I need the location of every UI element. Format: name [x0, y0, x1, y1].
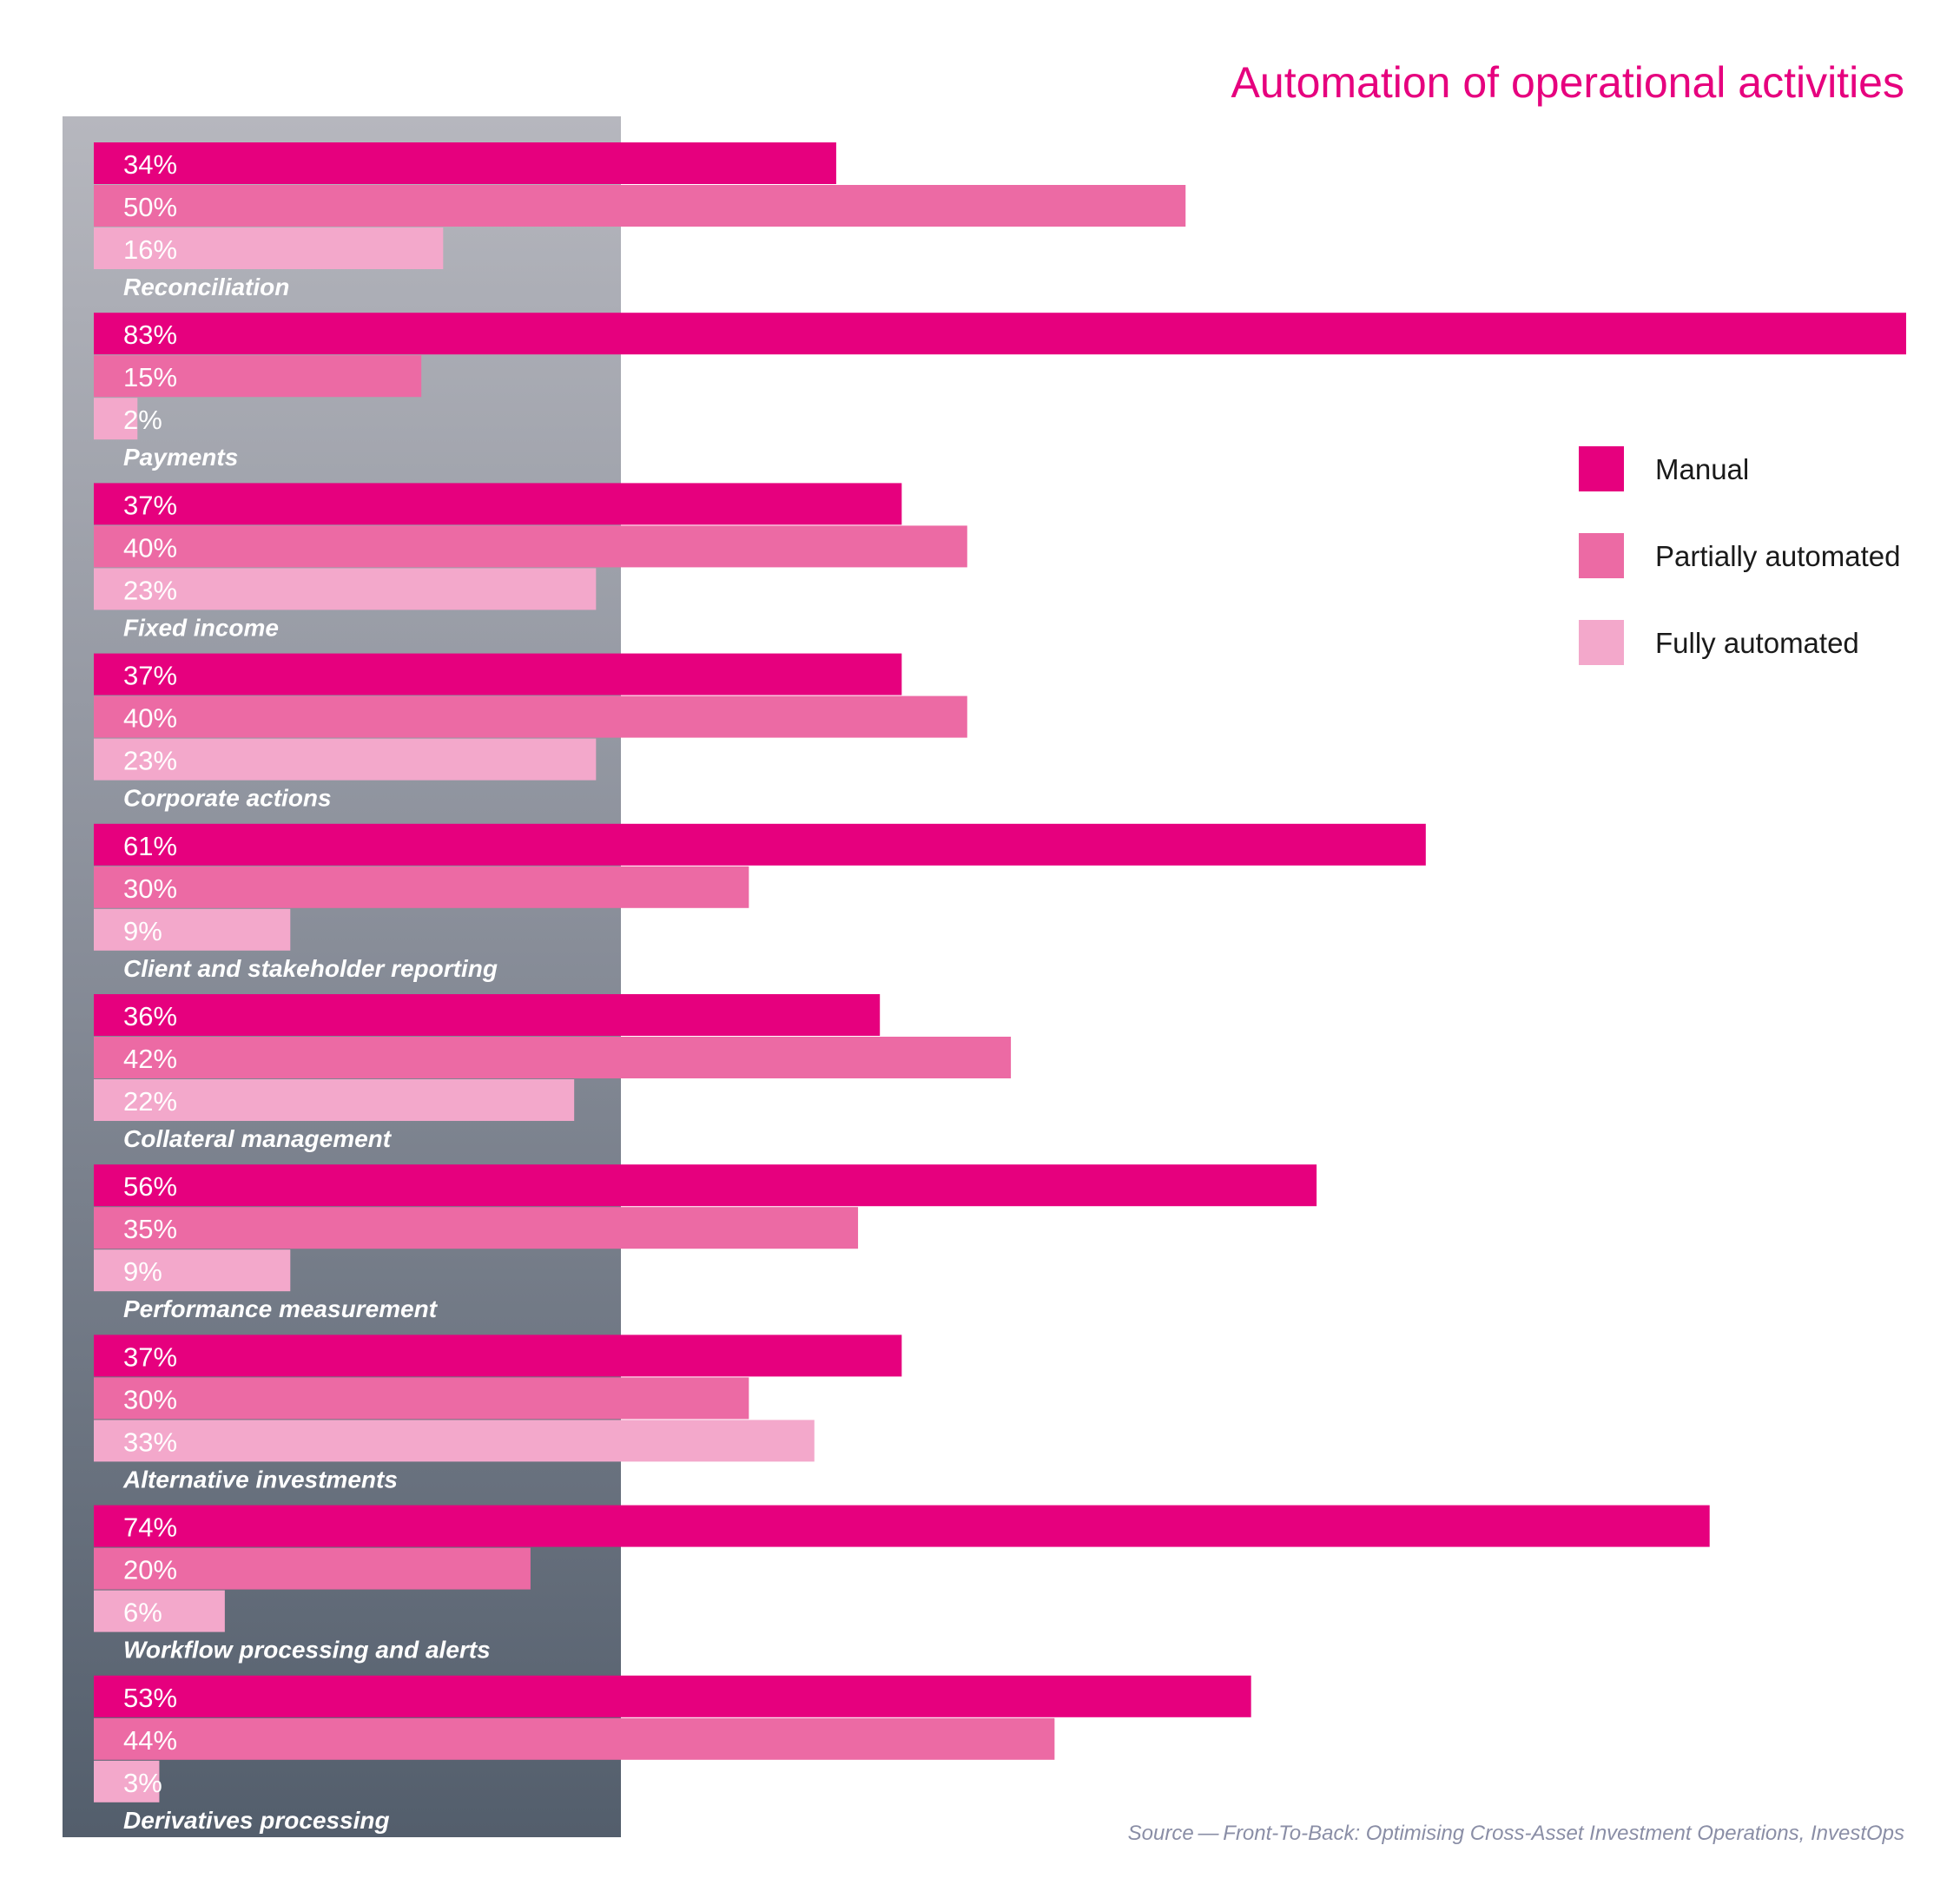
- data-label-reconciliation-fully-automated: 16%: [123, 234, 177, 265]
- data-label-derivatives-processing-fully-automated: 3%: [123, 1768, 162, 1798]
- data-label-workflow-processing-and-alerts-partially-automated: 20%: [123, 1555, 177, 1585]
- bar-fixed-income-manual: [94, 483, 902, 525]
- data-label-reconciliation-partially-automated: 50%: [123, 192, 177, 222]
- data-label-collateral-management-fully-automated: 22%: [123, 1086, 177, 1117]
- data-label-payments-manual: 83%: [123, 320, 177, 350]
- category-label-derivatives-processing: Derivatives processing: [123, 1807, 390, 1834]
- category-label-client-and-stakeholder-reporting: Client and stakeholder reporting: [123, 955, 498, 982]
- category-label-corporate-actions: Corporate actions: [123, 785, 332, 812]
- legend-label-fully-automated: Fully automated: [1655, 627, 1859, 659]
- bar-client-and-stakeholder-reporting-fully-automated: [94, 908, 291, 951]
- bar-workflow-processing-and-alerts-fully-automated: [94, 1590, 225, 1632]
- data-label-client-and-stakeholder-reporting-partially-automated: 30%: [123, 873, 177, 904]
- bar-group-payments: 83% 15% 2% Payments: [94, 313, 1906, 471]
- bar-corporate-actions-manual: [94, 653, 902, 695]
- data-label-client-and-stakeholder-reporting-fully-automated: 9%: [123, 916, 162, 946]
- data-label-collateral-management-manual: 36%: [123, 1001, 177, 1031]
- bar-group-corporate-actions: 37% 40% 23% Corporate actions: [94, 653, 967, 812]
- bar-payments-fully-automated: [94, 398, 138, 440]
- category-label-payments: Payments: [123, 444, 238, 471]
- bar-group-alternative-investments: 37% 30% 33% Alternative investments: [94, 1335, 902, 1493]
- bar-reconciliation-fully-automated: [94, 227, 444, 269]
- bar-fixed-income-partially-automated: [94, 525, 967, 568]
- bar-workflow-processing-and-alerts-manual: [94, 1505, 1710, 1547]
- bar-payments-partially-automated: [94, 355, 422, 398]
- data-label-performance-measurement-partially-automated: 35%: [123, 1214, 177, 1244]
- data-label-client-and-stakeholder-reporting-manual: 61%: [123, 831, 177, 861]
- bar-alternative-investments-fully-automated: [94, 1420, 815, 1462]
- bar-client-and-stakeholder-reporting-manual: [94, 823, 1426, 866]
- category-label-fixed-income: Fixed income: [123, 614, 279, 641]
- bar-collateral-management-manual: [94, 994, 881, 1036]
- bar-corporate-actions-fully-automated: [94, 738, 597, 781]
- bar-payments-manual: [94, 313, 1906, 355]
- bar-workflow-processing-and-alerts-partially-automated: [94, 1547, 531, 1590]
- data-label-workflow-processing-and-alerts-fully-automated: 6%: [123, 1598, 162, 1628]
- data-label-fixed-income-fully-automated: 23%: [123, 575, 177, 605]
- data-label-reconciliation-manual: 34%: [123, 149, 177, 180]
- category-label-alternative-investments: Alternative investments: [122, 1466, 398, 1493]
- data-label-fixed-income-manual: 37%: [123, 490, 177, 520]
- bar-group-collateral-management: 36% 42% 22% Collateral management: [94, 994, 1012, 1152]
- legend-swatch-fully-automated: [1579, 620, 1624, 665]
- chart-title: Automation of operational activities: [1231, 58, 1904, 107]
- bar-group-workflow-processing-and-alerts: 74% 20% 6% Workflow processing and alerts: [94, 1505, 1710, 1664]
- data-label-payments-fully-automated: 2%: [123, 405, 162, 435]
- legend-label-partially-automated: Partially automated: [1655, 540, 1901, 572]
- bar-fixed-income-fully-automated: [94, 568, 597, 610]
- legend-swatch-partially-automated: [1579, 533, 1624, 578]
- data-label-corporate-actions-fully-automated: 23%: [123, 746, 177, 776]
- bar-group-reconciliation: 34% 50% 16% Reconciliation: [94, 142, 1186, 300]
- bar-derivatives-processing-partially-automated: [94, 1717, 1055, 1760]
- legend-swatch-manual: [1579, 446, 1624, 491]
- bar-collateral-management-partially-automated: [94, 1037, 1012, 1078]
- data-label-alternative-investments-partially-automated: 30%: [123, 1384, 177, 1414]
- data-label-workflow-processing-and-alerts-manual: 74%: [123, 1512, 177, 1543]
- data-label-corporate-actions-manual: 37%: [123, 661, 177, 691]
- bar-group-performance-measurement: 56% 35% 9% Performance measurement: [94, 1164, 1317, 1322]
- data-label-derivatives-processing-manual: 53%: [123, 1683, 177, 1713]
- bar-derivatives-processing-manual: [94, 1675, 1251, 1717]
- bar-collateral-management-fully-automated: [94, 1079, 575, 1121]
- data-label-collateral-management-partially-automated: 42%: [123, 1044, 177, 1074]
- source-note: Source — Front-To-Back: Optimising Cross…: [1127, 1822, 1904, 1845]
- bar-performance-measurement-manual: [94, 1164, 1317, 1207]
- bar-reconciliation-partially-automated: [94, 185, 1186, 227]
- data-label-derivatives-processing-partially-automated: 44%: [123, 1725, 177, 1756]
- bar-client-and-stakeholder-reporting-partially-automated: [94, 866, 749, 908]
- data-label-fixed-income-partially-automated: 40%: [123, 532, 177, 563]
- bar-group-client-and-stakeholder-reporting: 61% 30% 9% Client and stakeholder reporting: [94, 823, 1426, 982]
- bar-alternative-investments-partially-automated: [94, 1377, 749, 1420]
- legend-label-manual: Manual: [1655, 453, 1750, 485]
- category-label-workflow-processing-and-alerts: Workflow processing and alerts: [123, 1637, 491, 1664]
- bar-performance-measurement-fully-automated: [94, 1249, 291, 1292]
- category-label-performance-measurement: Performance measurement: [123, 1295, 439, 1322]
- data-label-alternative-investments-fully-automated: 33%: [123, 1427, 177, 1457]
- category-label-collateral-management: Collateral management: [123, 1125, 393, 1152]
- bar-performance-measurement-partially-automated: [94, 1207, 859, 1249]
- data-label-alternative-investments-manual: 37%: [123, 1341, 177, 1372]
- bar-group-derivatives-processing: 53% 44% 3% Derivatives processing: [94, 1675, 1251, 1834]
- bar-group-fixed-income: 37% 40% 23% Fixed income: [94, 483, 967, 641]
- data-label-payments-partially-automated: 15%: [123, 362, 177, 392]
- data-label-performance-measurement-manual: 56%: [123, 1171, 177, 1202]
- bar-reconciliation-manual: [94, 142, 836, 184]
- data-label-performance-measurement-fully-automated: 9%: [123, 1256, 162, 1287]
- category-label-reconciliation: Reconciliation: [123, 273, 289, 300]
- bar-corporate-actions-partially-automated: [94, 695, 967, 738]
- bar-alternative-investments-manual: [94, 1335, 902, 1377]
- data-label-corporate-actions-partially-automated: 40%: [123, 703, 177, 734]
- bar-derivatives-processing-fully-automated: [94, 1760, 160, 1802]
